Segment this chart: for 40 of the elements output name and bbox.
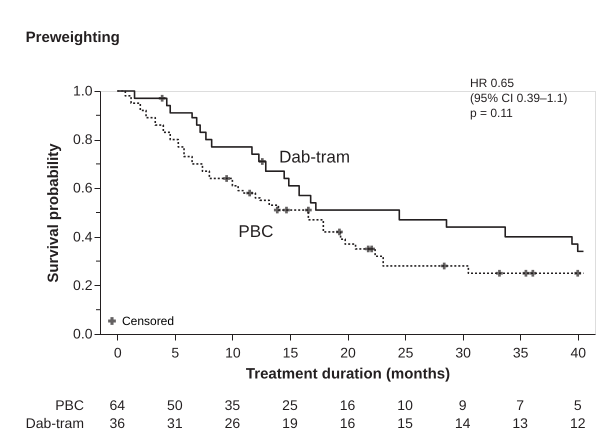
x-tick-label: 15 — [282, 344, 298, 360]
text: HR 0.65 — [470, 76, 514, 90]
point — [336, 228, 343, 236]
point — [158, 94, 166, 102]
x-tick-label: 10 — [225, 344, 241, 360]
point — [496, 270, 503, 277]
point — [305, 206, 312, 214]
point — [368, 246, 376, 252]
x-tick-label: 30 — [455, 344, 472, 360]
x-tick-label: 25 — [398, 344, 414, 360]
y-tick-label: 0.0 — [73, 326, 93, 342]
x-tick-label: 40 — [570, 344, 586, 360]
x-tick-label: 0 — [114, 344, 122, 360]
text: PBC 64 50 35 25 16 10 9 7 5 — [55, 397, 582, 413]
series-label: Dab-tram — [279, 147, 350, 166]
point — [246, 190, 254, 196]
x-tick-label: 35 — [512, 344, 529, 360]
series-label: PBC — [238, 222, 274, 242]
x-tick-label: 20 — [340, 344, 356, 360]
annotation: (95% CI 0.39–1.1) — [470, 91, 568, 105]
chart-title: Preweighting — [26, 29, 120, 46]
x-tick-label: 5 — [171, 344, 180, 360]
point — [440, 262, 448, 270]
point — [529, 270, 536, 277]
y-axis-title: Survival probability — [45, 142, 62, 283]
x-axis-title: Treatment duration (months) — [246, 366, 450, 382]
point — [522, 270, 530, 277]
point — [258, 158, 266, 165]
y-tick-label: 1.0 — [73, 82, 93, 98]
y-tick-label: 0.2 — [73, 276, 93, 293]
y-tick-label: 0.6 — [73, 180, 93, 196]
text: Dab-tram 36 31 26 19 16 15 14 13 12 — [26, 415, 586, 431]
legend-label: Censored — [122, 314, 174, 328]
y-tick-label: 0.4 — [73, 228, 93, 244]
y-tick-label: 0.8 — [73, 131, 93, 148]
point — [574, 270, 582, 277]
point — [274, 206, 281, 214]
point — [283, 206, 290, 214]
point — [223, 175, 230, 182]
annotation: p = 0.11 — [470, 106, 514, 120]
